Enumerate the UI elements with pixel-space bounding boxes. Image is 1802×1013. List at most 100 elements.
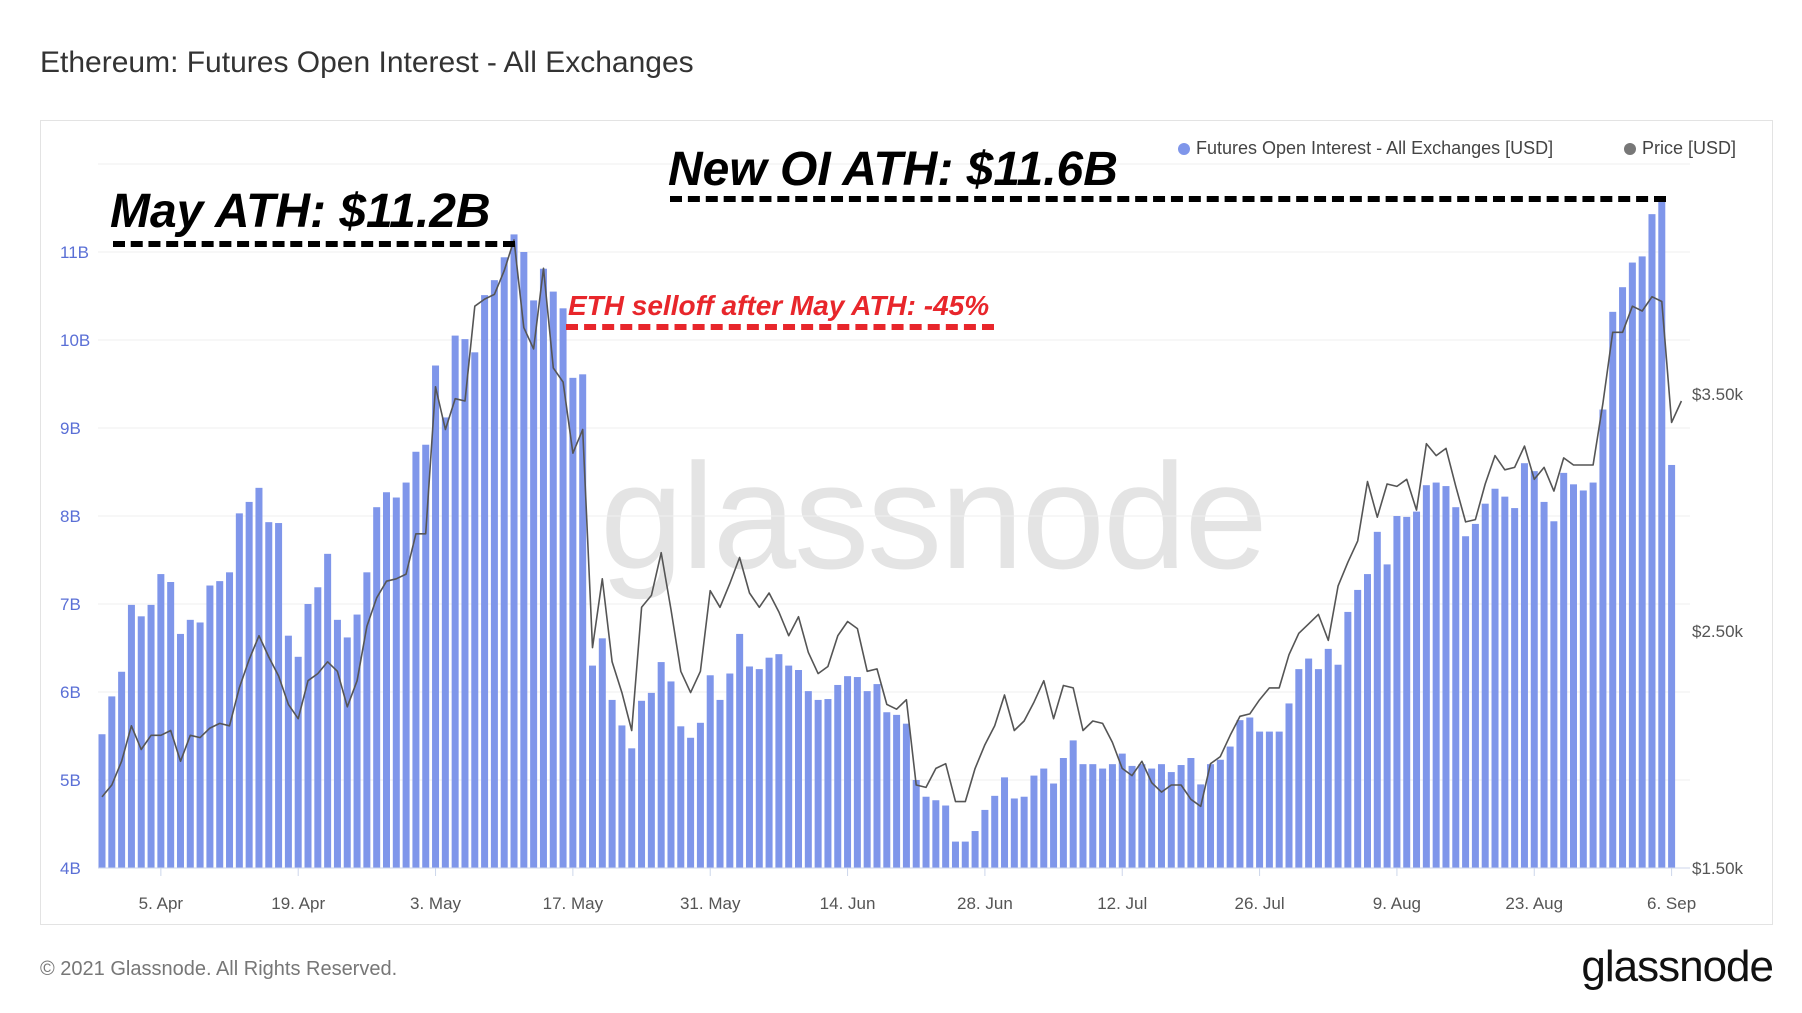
selloff-dotted-line [566, 324, 994, 330]
oi-bar [157, 574, 165, 868]
oi-bar [471, 352, 479, 868]
oi-bar [893, 714, 901, 868]
oi-bar [716, 699, 724, 868]
oi-bar [1481, 503, 1489, 868]
oi-bar [951, 841, 959, 868]
legend-dot-icon [1624, 142, 1636, 155]
oi-bar [1520, 463, 1528, 868]
oi-bar [176, 633, 184, 868]
may-ath-dotted-line [113, 241, 515, 247]
oi-bar [1471, 523, 1479, 868]
oi-bar [1589, 482, 1597, 868]
oi-bar [696, 722, 704, 868]
oi-bar [1118, 753, 1126, 868]
oi-bar [333, 619, 341, 868]
oi-bar [1069, 740, 1077, 868]
oi-bar [1648, 214, 1656, 868]
chart-frame [40, 120, 1773, 925]
oi-bar [628, 748, 636, 868]
oi-bar [226, 572, 234, 868]
oi-bar [216, 581, 224, 868]
oi-bar [275, 523, 283, 868]
oi-bar [98, 734, 106, 868]
oi-bar [402, 482, 410, 868]
legend-dot-icon [1178, 142, 1190, 155]
oi-bar [1256, 731, 1264, 868]
oi-bar [1265, 731, 1273, 868]
x-tick-label: 26. Jul [1235, 894, 1285, 913]
oi-bar [1236, 720, 1244, 868]
x-tick-label: 17. May [543, 894, 604, 913]
x-tick-label: 28. Jun [957, 894, 1013, 913]
oi-bar [844, 676, 852, 868]
oi-bar [579, 374, 587, 868]
oi-bar [1540, 501, 1548, 868]
oi-bar [1108, 764, 1116, 868]
oi-bar [1177, 765, 1185, 868]
oi-bar [618, 725, 626, 868]
new-ath-dotted-line [670, 196, 1666, 202]
oi-bar [481, 295, 489, 868]
oi-bar [932, 800, 940, 868]
oi-bar [1089, 764, 1097, 868]
oi-bar [598, 638, 606, 868]
y-left-tick-label: 8B [60, 507, 81, 526]
oi-bar [745, 666, 753, 868]
oi-bar [706, 675, 714, 868]
x-tick-label: 14. Jun [820, 894, 876, 913]
oi-bar [1285, 703, 1293, 868]
x-tick-label: 6. Sep [1647, 894, 1696, 913]
oi-bar [1305, 658, 1313, 868]
price-line [101, 239, 1683, 808]
oi-bar [353, 614, 361, 868]
oi-bar [961, 841, 969, 868]
oi-bar [736, 633, 744, 868]
oi-bar [1157, 764, 1165, 868]
oi-bar [608, 699, 616, 868]
oi-bar [1295, 669, 1303, 868]
oi-bar [1599, 409, 1607, 868]
oi-bar [1344, 611, 1352, 868]
legend-item-price[interactable]: Price [USD] [1624, 138, 1736, 159]
oi-bar [1462, 536, 1470, 868]
oi-bar [196, 622, 204, 868]
oi-bar [363, 572, 371, 868]
oi-bar [549, 291, 557, 869]
oi-bar [1128, 765, 1136, 868]
oi-bar [432, 365, 440, 868]
oi-bar [1197, 784, 1205, 868]
oi-bar [971, 831, 979, 868]
legend-item-open-interest[interactable]: Futures Open Interest - All Exchanges [U… [1178, 138, 1553, 159]
oi-bar [1334, 664, 1342, 868]
oi-bar [461, 339, 469, 868]
oi-bar [765, 657, 773, 868]
copyright: © 2021 Glassnode. All Rights Reserved. [40, 958, 398, 980]
oi-bar [834, 684, 842, 868]
oi-bar [1422, 485, 1430, 868]
oi-bar [206, 585, 214, 868]
legend-label: Futures Open Interest - All Exchanges [U… [1196, 138, 1554, 158]
oi-bar [922, 796, 930, 868]
oi-bar [137, 616, 145, 868]
oi-bar [1452, 507, 1460, 868]
y-right-tick-label: $1.50k [1692, 859, 1744, 878]
x-tick-label: 9. Aug [1373, 894, 1421, 913]
oi-bar [1363, 574, 1371, 868]
oi-bar [726, 673, 734, 868]
oi-bar [942, 805, 950, 868]
chart-title: Ethereum: Futures Open Interest - All Ex… [40, 46, 694, 79]
glassnode-logo[interactable]: glassnode [1581, 942, 1774, 991]
oi-bar [314, 587, 322, 868]
oi-bar [1324, 648, 1332, 868]
oi-bar [1668, 464, 1676, 868]
y-left-tick-label: 10B [60, 331, 90, 350]
oi-bar [853, 677, 861, 868]
oi-bar [1275, 731, 1283, 868]
oi-bar [530, 300, 538, 868]
annotation-may-ath: May ATH: $11.2B [110, 185, 491, 238]
oi-bar [1638, 256, 1646, 868]
oi-bar [1373, 531, 1381, 868]
oi-bar [500, 257, 508, 868]
oi-bar [422, 444, 430, 868]
oi-bar [1432, 482, 1440, 868]
